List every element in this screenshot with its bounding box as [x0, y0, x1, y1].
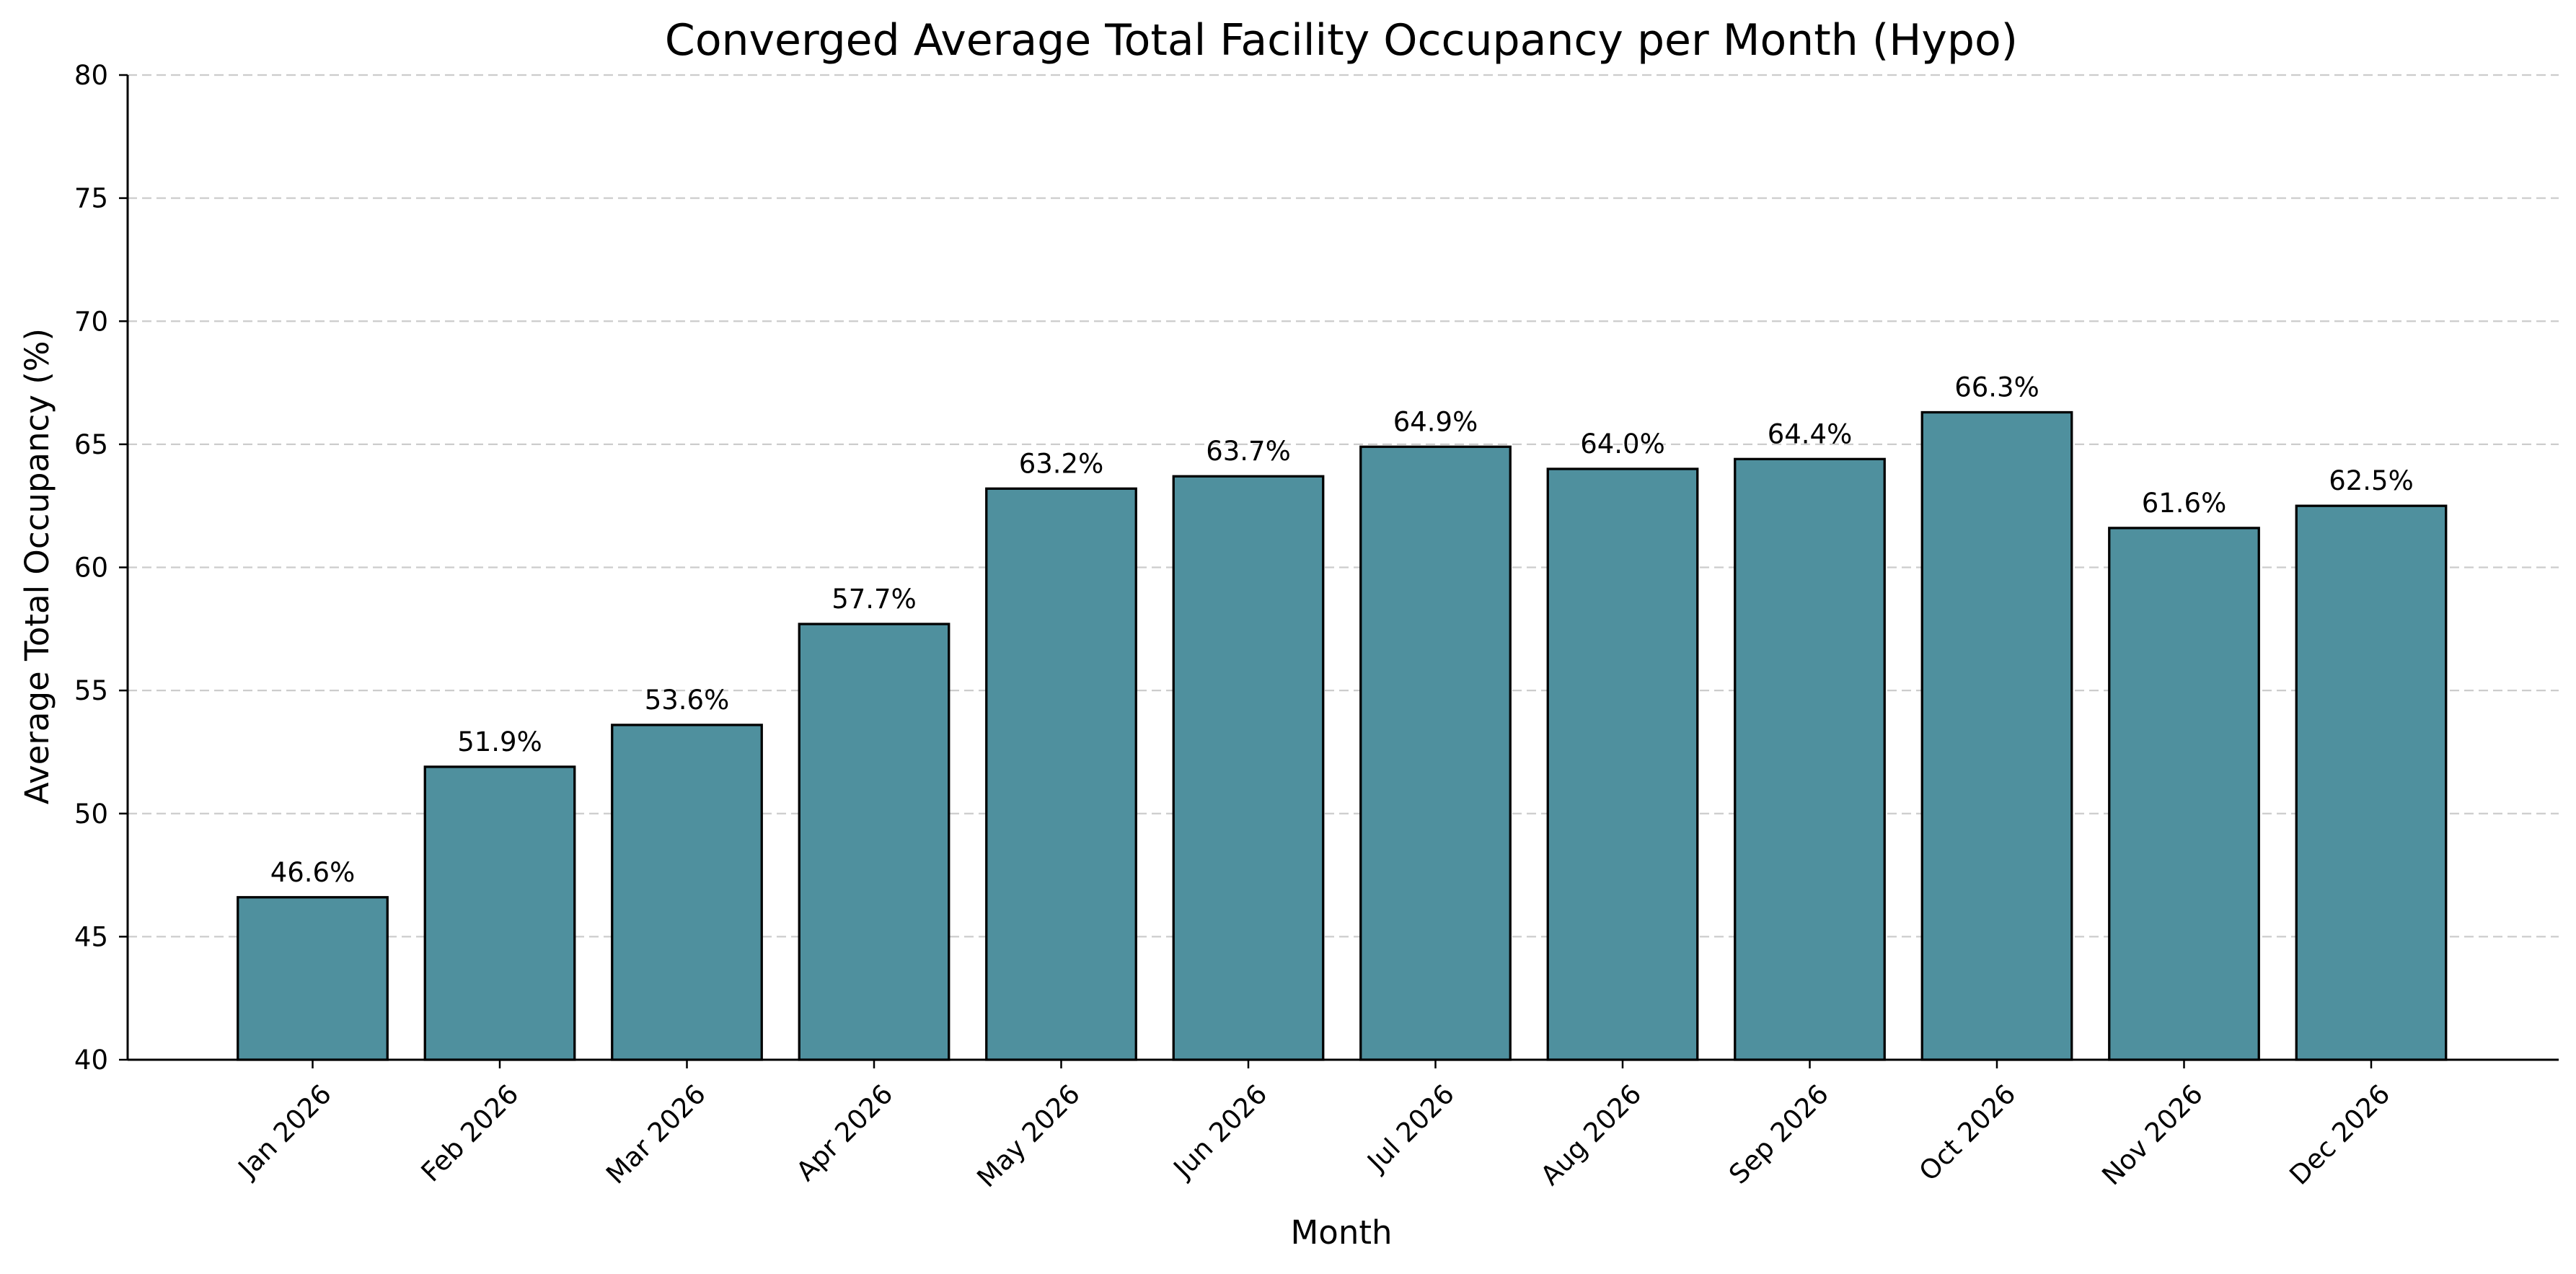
y-tick-label: 40 — [74, 1045, 108, 1076]
value-label: 62.5% — [2329, 465, 2414, 496]
value-labels: 46.6% 51.9% 53.6% 57.7% 63.2% 63.7% 64.9% 64.0%… — [270, 372, 2414, 888]
x-tick-label: May 2026 — [971, 1078, 1085, 1193]
bar-apr-2026 — [798, 623, 950, 1061]
y-axis-label: Average Total Occupancy (%) — [18, 328, 56, 804]
bar-nov-2026 — [2108, 527, 2260, 1061]
value-label: 66.3% — [1954, 372, 2039, 403]
x-tick-label: Nov 2026 — [2096, 1078, 2208, 1191]
bar-dec-2026 — [2295, 504, 2448, 1061]
bar-jun-2026 — [1172, 475, 1325, 1061]
bar-oct-2026 — [1920, 410, 2073, 1061]
value-label: 64.4% — [1768, 418, 1853, 449]
x-tick-label: Sep 2026 — [1723, 1078, 1835, 1190]
value-label: 46.6% — [270, 857, 356, 888]
y-tick-label: 45 — [74, 921, 108, 952]
x-tick-label: Jun 2026 — [1167, 1078, 1274, 1185]
y-axis-ticks: 40 45 50 55 60 65 70 75 80 — [74, 60, 128, 1076]
bar-feb-2026 — [423, 765, 576, 1061]
bar-mar-2026 — [611, 724, 763, 1061]
x-tick-label: Oct 2026 — [1913, 1078, 2022, 1187]
x-axis-label: Month — [1290, 1213, 1392, 1252]
value-label: 53.6% — [645, 685, 730, 716]
y-tick-label: 75 — [74, 183, 108, 214]
value-label: 64.9% — [1393, 406, 1478, 437]
x-axis-ticks: Jan 2026 Feb 2026 Mar 2026 Apr 2026 May 2026… — [231, 1060, 2396, 1193]
x-tick-label: Jul 2026 — [1361, 1078, 1460, 1178]
y-tick-label: 60 — [74, 553, 108, 584]
x-tick-label: Jan 2026 — [231, 1078, 338, 1185]
y-tick-label: 55 — [74, 675, 108, 706]
chart-title: Converged Average Total Facility Occupan… — [665, 15, 2018, 66]
bar-may-2026 — [985, 487, 1137, 1061]
x-tick-label: Dec 2026 — [2283, 1078, 2396, 1191]
bar-jul-2026 — [1359, 445, 1512, 1061]
value-label: 61.6% — [2142, 488, 2227, 519]
value-label: 57.7% — [832, 584, 917, 615]
y-tick-label: 65 — [74, 429, 108, 460]
value-label: 63.7% — [1206, 436, 1291, 467]
value-label: 64.0% — [1580, 429, 1665, 460]
x-tick-label: Mar 2026 — [600, 1078, 712, 1190]
value-label: 63.2% — [1019, 448, 1104, 479]
bar-aug-2026 — [1546, 467, 1699, 1061]
x-tick-label: Apr 2026 — [790, 1078, 899, 1187]
x-tick-label: Feb 2026 — [415, 1078, 525, 1188]
y-tick-label: 80 — [74, 60, 108, 91]
bar-sep-2026 — [1734, 457, 1886, 1061]
value-label: 51.9% — [457, 726, 542, 757]
x-tick-label: Aug 2026 — [1535, 1078, 1647, 1191]
y-tick-label: 70 — [74, 306, 108, 337]
bars — [237, 410, 2448, 1061]
bar-jan-2026 — [237, 896, 389, 1061]
y-tick-label: 50 — [74, 799, 108, 830]
